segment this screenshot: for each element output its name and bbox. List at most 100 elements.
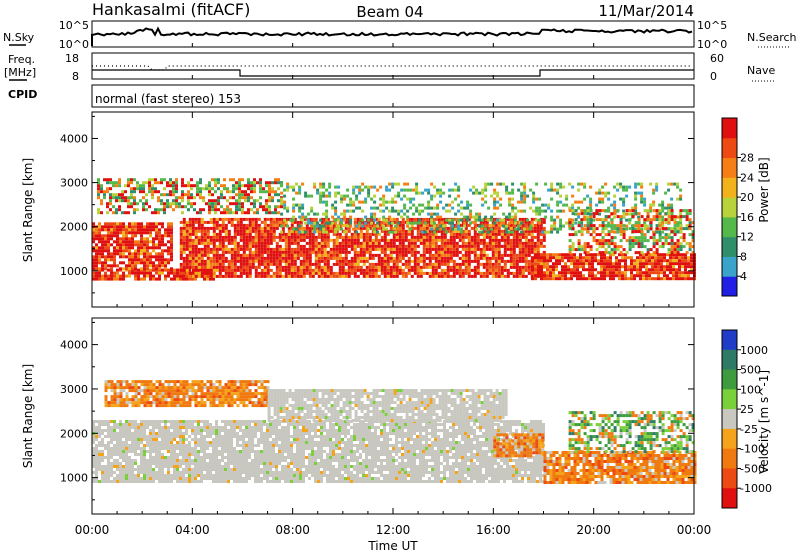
power-cell — [149, 246, 152, 250]
power-cell — [208, 208, 211, 212]
power-cell — [116, 252, 119, 256]
velocity-cell — [101, 465, 104, 468]
power-cell — [253, 190, 256, 194]
power-cell — [542, 244, 546, 248]
power-cell — [619, 251, 623, 255]
velocity-cell — [98, 456, 101, 459]
power-cell — [212, 277, 215, 281]
power-cell — [191, 277, 194, 281]
power-cell — [470, 274, 474, 278]
power-cell — [194, 277, 197, 281]
power-cell — [212, 256, 216, 260]
power-cell — [467, 229, 471, 233]
power-cell — [293, 232, 297, 236]
velocity-cell — [131, 423, 134, 426]
power-cell — [344, 244, 348, 248]
power-cell — [377, 247, 381, 251]
power-cell — [475, 191, 479, 195]
power-cell — [292, 185, 296, 189]
power-cell — [684, 274, 687, 278]
power-cell — [627, 256, 630, 260]
power-cell — [92, 277, 95, 281]
power-cell — [215, 244, 219, 248]
power-cell — [307, 212, 311, 216]
power-cell — [479, 274, 483, 278]
power-cell — [552, 271, 555, 275]
power-cell — [428, 259, 432, 263]
power-cell — [320, 256, 324, 260]
power-cell — [296, 268, 300, 272]
power-cell — [573, 256, 576, 260]
power-cell — [292, 215, 296, 219]
power-cell — [344, 235, 348, 239]
power-cell — [238, 193, 241, 197]
power-ytick-label: 1000 — [60, 265, 88, 278]
power-cell — [389, 241, 393, 245]
power-cell — [227, 259, 231, 263]
power-cell — [101, 234, 104, 238]
power-cell — [549, 259, 552, 263]
power-cell — [508, 197, 512, 201]
power-cell — [301, 203, 305, 207]
power-cell — [601, 191, 605, 195]
power-cell — [628, 218, 632, 222]
power-cell — [374, 274, 378, 278]
power-cell — [561, 259, 564, 263]
power-cell — [690, 253, 693, 257]
power-cell — [580, 209, 584, 213]
power-cell — [448, 221, 452, 225]
power-cell — [149, 271, 152, 275]
power-cell — [652, 191, 656, 195]
power-cell — [319, 182, 323, 186]
power-cell — [118, 184, 121, 188]
power-cell — [383, 220, 387, 224]
power-cell — [260, 253, 264, 257]
power-cell — [368, 235, 372, 239]
power-cell — [101, 237, 104, 241]
power-cell — [200, 250, 204, 254]
power-cell — [619, 182, 623, 186]
power-cell — [388, 188, 392, 192]
power-cell — [446, 241, 450, 245]
power-cell — [206, 226, 210, 230]
power-cell — [107, 268, 110, 272]
power-cell — [552, 265, 555, 269]
power-cell — [362, 253, 366, 257]
power-cell — [425, 223, 429, 227]
velocity-cell — [125, 450, 128, 453]
power-cell — [173, 277, 176, 281]
power-cell — [559, 227, 563, 231]
power-cell — [200, 226, 204, 230]
power-cell — [212, 265, 216, 269]
power-cell — [122, 240, 125, 244]
power-cell — [196, 184, 199, 188]
power-cell — [250, 187, 253, 191]
power-cell — [257, 217, 261, 221]
power-cell — [329, 229, 333, 233]
power-cell — [558, 262, 561, 266]
power-cell — [263, 238, 267, 242]
power-cell — [152, 267, 155, 271]
power-cell — [627, 268, 630, 272]
power-cell — [248, 268, 252, 272]
power-cell — [305, 262, 309, 266]
power-cell — [116, 228, 119, 232]
power-cell — [241, 202, 244, 206]
power-cell — [337, 227, 341, 231]
power-cell — [178, 205, 181, 209]
power-cell — [97, 208, 100, 212]
power-cell — [494, 262, 498, 266]
power-cell — [673, 227, 677, 231]
velocity-cell — [137, 447, 140, 450]
power-cell — [158, 231, 161, 235]
power-cell — [400, 188, 404, 192]
power-cell — [555, 262, 558, 266]
power-cell — [404, 232, 408, 236]
velocity-cell — [128, 438, 131, 441]
power-cell — [217, 187, 220, 191]
power-cell — [530, 271, 534, 275]
power-cell — [104, 267, 107, 271]
power-cell — [406, 188, 410, 192]
power-cell — [188, 235, 192, 239]
power-cell — [422, 256, 426, 260]
